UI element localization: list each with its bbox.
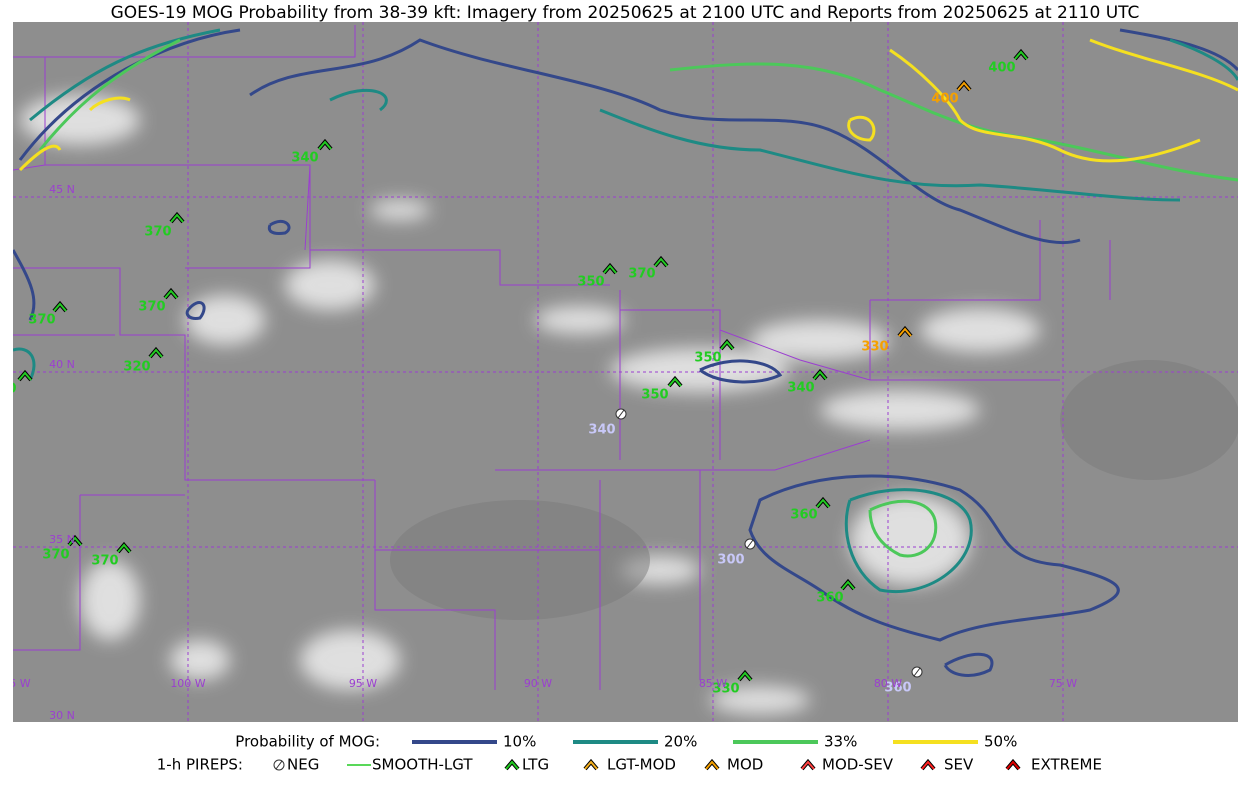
pirep-altitude: 350 [577,275,604,290]
pirep-icon [898,327,912,337]
dry-slots [390,360,1238,620]
pirep-altitude: 360 [790,508,817,523]
pirep-icon [318,140,332,150]
graticule [13,22,1238,722]
pirep-icon [668,377,682,387]
state-borders [13,25,1111,690]
legend-label: 20% [664,733,697,751]
pirep-altitude: 300 [717,553,744,568]
pirep-altitude: 370 [42,548,69,563]
pirep-icon [720,340,734,350]
contours [13,28,1238,677]
longitude-label: 85 W [699,677,727,690]
pireps: 400 400 340 370 370 370 320 370 350 370 350 350 340 3… [0,48,1029,697]
pirep-icon [170,213,184,223]
legend-swatch [275,760,283,770]
pirep-altitude: 360 [884,681,911,696]
pirep-altitude: 400 [988,61,1015,76]
pirep-altitude: 340 [291,151,318,166]
map: 400 400 340 370 370 370 320 370 350 370 350 350 340 3… [0,22,1238,722]
legend-title: 1-h PIREPS: [157,756,243,774]
pirep-icon [913,667,921,677]
legend-label: LTG [522,756,549,774]
pirep-altitude: 370 [91,554,118,569]
title: GOES-19 MOG Probability from 38-39 kft: … [111,3,1140,23]
pirep-altitude: 340 [588,423,615,438]
legend-label: SMOOTH-LGT [372,756,473,774]
pirep-icon [813,370,827,380]
pirep-icon [603,264,617,274]
legend: Probability of MOG: 1-h PIREPS: 10% 20% 33… [157,733,1102,774]
legend-swatch [705,760,719,770]
pirep-icon [1014,50,1028,60]
pirep-altitude: 330 [861,340,888,355]
pirep-icon [617,409,625,419]
pirep-altitude: 330 [712,682,739,697]
pirep-altitude: 360 [816,591,843,606]
latitude-label: 35 N [49,533,75,546]
pirep-altitude: 400 [931,92,958,107]
pirep-altitude: 370 [628,267,655,282]
pirep-icon [957,81,971,91]
pirep-icon [18,371,32,381]
pirep-icon [746,539,754,549]
pirep-altitude: 370 [144,225,171,240]
pirep-altitude: 320 [123,360,150,375]
longitude-label: 100 W [170,677,205,690]
legend-title: Probability of MOG: [235,733,380,751]
pirep-altitude: 350 [641,388,668,403]
latitude-label: 45 N [49,183,75,196]
pirep-icon [117,543,131,553]
longitude-label: 80 W [874,677,902,690]
pirep-altitude: 340 [787,381,814,396]
legend-label: MOD [727,756,763,774]
pirep-icon [53,302,67,312]
legend-swatch [505,760,519,770]
legend-swatch [584,760,598,770]
pirep-icon [841,580,855,590]
pirep-icon [68,536,82,546]
pirep-altitude: 370 [138,300,165,315]
pirep-icon [164,289,178,299]
longitude-label: 90 W [524,677,552,690]
longitude-label: 105 W [0,677,31,690]
pirep-icon [149,348,163,358]
legend-label: NEG [287,756,319,774]
latitude-label: 40 N [49,358,75,371]
longitude-label: 75 W [1049,677,1077,690]
legend-label: EXTREME [1031,756,1102,774]
legend-label: SEV [944,756,974,774]
legend-label: 50% [984,733,1017,751]
legend-swatch [1006,760,1020,770]
pirep-icon [654,257,668,267]
legend-swatch [921,760,935,770]
pirep-altitude: 370 [0,382,17,397]
legend-label: MOD-SEV [822,756,894,774]
pirep-altitude: 350 [694,351,721,366]
latitude-label: 30 N [49,709,75,722]
pirep-icon [738,671,752,681]
legend-label: 10% [503,733,536,751]
legend-label: 33% [824,733,857,751]
pirep-icon [816,498,830,508]
pirep-altitude: 370 [28,313,55,328]
grid-labels: 105 W 100 W 95 W 90 W 85 W 80 W 75 W 45 N 40 N 35… [0,183,1077,722]
legend-label: LGT-MOD [607,756,676,774]
longitude-label: 95 W [349,677,377,690]
legend-swatch [801,760,815,770]
